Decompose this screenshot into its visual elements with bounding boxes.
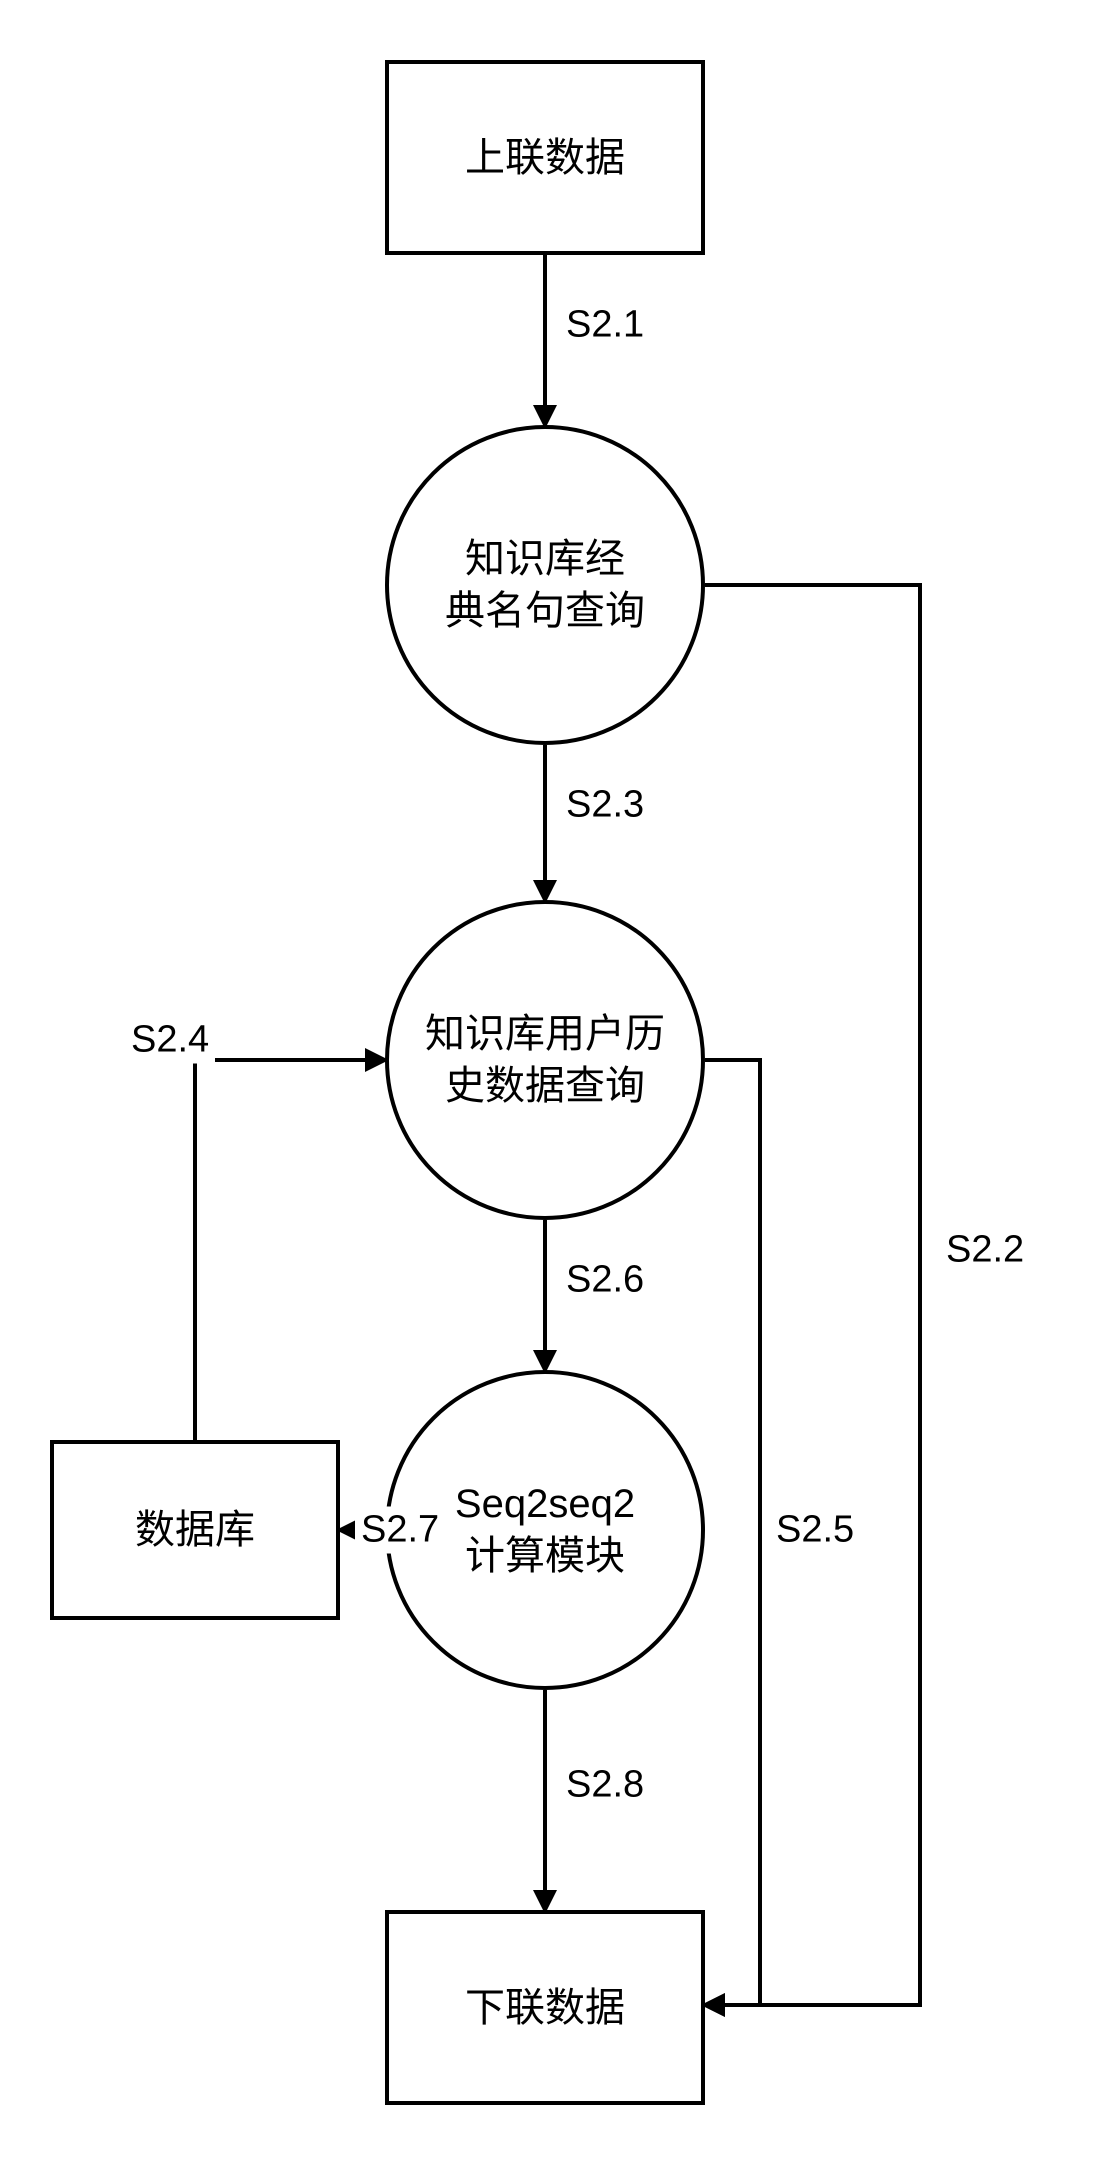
node-label: 下联数据	[465, 1982, 625, 2034]
edge-label-s2-4: S2.4	[125, 1017, 215, 1064]
edge-label-s2-7: S2.7	[355, 1507, 445, 1554]
node-label: 知识库用户历 史数据查询	[425, 1008, 665, 1112]
node-label: 上联数据	[465, 132, 625, 184]
edge-label-s2-3: S2.3	[560, 782, 650, 829]
edge-label-s2-8: S2.8	[560, 1762, 650, 1809]
node-label: 数据库	[135, 1504, 255, 1556]
edge-e22	[705, 585, 920, 2005]
node-database: 数据库	[50, 1440, 340, 1620]
edge-label-s2-6: S2.6	[560, 1257, 650, 1304]
edge-e24	[195, 1060, 385, 1440]
node-input-shanglian: 上联数据	[385, 60, 705, 255]
edge-label-s2-1: S2.1	[560, 302, 650, 349]
node-kb-user-history-query: 知识库用户历 史数据查询	[385, 900, 705, 1220]
edge-e25	[705, 1060, 760, 2005]
edge-label-s2-2: S2.2	[940, 1227, 1030, 1274]
node-kb-classic-query: 知识库经 典名句查询	[385, 425, 705, 745]
node-label: 知识库经 典名句查询	[445, 533, 645, 637]
node-output-xialian: 下联数据	[385, 1910, 705, 2105]
edge-label-s2-5: S2.5	[770, 1507, 860, 1554]
node-label: Seq2seq2 计算模块	[455, 1478, 635, 1582]
